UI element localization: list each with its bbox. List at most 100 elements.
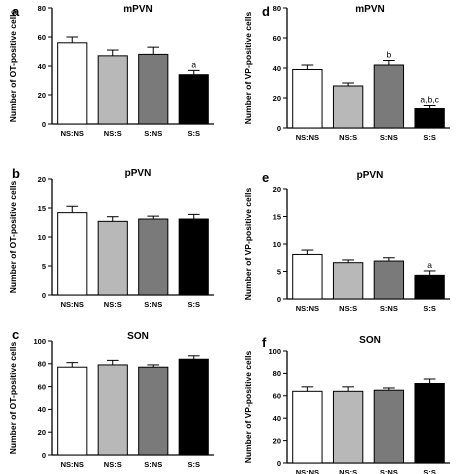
y-tick-label: 80 xyxy=(273,369,281,378)
x-tick-label: NS:S xyxy=(339,304,357,313)
bar-ns-s xyxy=(332,262,364,300)
bar-ns-s xyxy=(97,55,128,125)
y-tick-label: 60 xyxy=(273,34,281,43)
bar-s-ns xyxy=(138,218,169,296)
y-tick-label: 60 xyxy=(38,382,46,391)
y-tick-label: 0 xyxy=(277,124,281,133)
panel-title: SON xyxy=(127,331,149,342)
bar-s-ns xyxy=(373,260,405,300)
y-tick-label: 20 xyxy=(273,436,281,445)
x-tick-label: S:S xyxy=(187,460,200,469)
panel-a: a mPVN Number of OT-positive cells 0 20 40 60 8… xyxy=(8,4,214,138)
bar-s-s xyxy=(178,74,209,125)
x-tick-label: NS:NS xyxy=(61,300,84,309)
x-tick-label: NS:S xyxy=(339,468,357,474)
y-tick-label: 20 xyxy=(273,185,281,194)
panel-e: e pPVN Number of VP-positive cells 0 5 10 15 20… xyxy=(243,170,450,313)
y-tick-label: 40 xyxy=(273,414,281,423)
y-tick-label: 40 xyxy=(273,64,281,73)
bar-ns-s xyxy=(332,85,364,129)
significance-label: a xyxy=(427,260,432,270)
y-tick-label: 15 xyxy=(38,204,46,213)
y-tick-label: 20 xyxy=(38,175,46,184)
bar-s-ns xyxy=(138,53,169,125)
y-tick-label: 80 xyxy=(273,4,281,13)
significance-label: a,b,c xyxy=(420,95,439,105)
y-tick-label: 100 xyxy=(33,337,46,346)
y-tick-label: 20 xyxy=(273,94,281,103)
panel-letter: b xyxy=(12,166,20,181)
y-tick-label: 40 xyxy=(38,62,46,71)
panel-f: f SON Number of VP-positive cells 0 20 40 60 80… xyxy=(243,335,450,474)
bar-s-ns xyxy=(138,366,169,456)
panel-letter: f xyxy=(262,335,267,350)
x-tick-label: S:S xyxy=(423,304,436,313)
panel-b: b pPVN Number of OT-positive cells 0 5 10 15 20… xyxy=(8,166,214,309)
x-tick-label: S:S xyxy=(423,468,436,474)
y-axis-label: Number of OT-positive cells xyxy=(8,10,18,123)
y-tick-label: 40 xyxy=(38,405,46,414)
panel-title: mPVN xyxy=(355,4,384,15)
panel-letter: e xyxy=(262,170,269,185)
panel-title: pPVN xyxy=(125,168,152,179)
x-tick-label: NS:NS xyxy=(61,460,84,469)
y-axis-label: Number of VP-positive cells xyxy=(243,12,253,125)
panel-letter: d xyxy=(262,4,270,19)
panel-letter: c xyxy=(12,327,19,342)
bar-ns-ns xyxy=(292,69,323,129)
y-tick-label: 10 xyxy=(38,233,46,242)
x-tick-label: S:NS xyxy=(144,460,162,469)
x-tick-label: NS:NS xyxy=(61,129,84,138)
y-tick-label: 60 xyxy=(38,33,46,42)
x-tick-label: S:NS xyxy=(380,304,398,313)
significance-label: b xyxy=(387,50,392,60)
bar-s-s xyxy=(414,108,445,129)
x-tick-label: NS:S xyxy=(104,460,122,469)
bar-ns-s xyxy=(97,364,128,456)
y-tick-label: 0 xyxy=(42,451,46,460)
x-tick-label: NS:NS xyxy=(296,468,319,474)
x-tick-label: S:S xyxy=(187,300,200,309)
bar-ns-ns xyxy=(57,42,88,125)
y-tick-label: 0 xyxy=(277,459,281,468)
x-tick-label: S:S xyxy=(423,133,436,142)
y-tick-label: 0 xyxy=(277,295,281,304)
x-tick-label: NS:NS xyxy=(296,133,319,142)
x-tick-label: S:NS xyxy=(380,468,398,474)
bar-ns-ns xyxy=(57,212,88,296)
bar-ns-ns xyxy=(57,366,88,456)
panel-title: pPVN xyxy=(357,170,384,181)
x-tick-label: S:NS xyxy=(144,300,162,309)
bar-s-s xyxy=(414,382,445,464)
y-axis-label: Number of VP-positive cells xyxy=(243,351,253,464)
x-tick-label: S:NS xyxy=(144,129,162,138)
x-tick-label: S:NS xyxy=(380,133,398,142)
y-axis-label: Number of OT-positive cells xyxy=(8,342,18,455)
y-tick-label: 80 xyxy=(38,4,46,13)
y-tick-label: 15 xyxy=(273,212,281,221)
y-axis-label: Number of VP-positive cells xyxy=(243,188,253,301)
bar-s-s xyxy=(178,218,209,296)
panel-c: c SON Number of OT-positive cells 0 20 40 60 80… xyxy=(8,327,214,469)
bar-s-ns xyxy=(373,64,405,129)
y-tick-label: 20 xyxy=(38,428,46,437)
y-tick-label: 0 xyxy=(42,291,46,300)
panel-title: mPVN xyxy=(123,4,152,15)
panel-d: d mPVN Number of VP-positive cells 0 20 40 60 8… xyxy=(243,4,450,142)
y-tick-label: 10 xyxy=(273,240,281,249)
bar-ns-s xyxy=(332,390,364,464)
y-tick-label: 0 xyxy=(42,120,46,129)
bar-s-ns xyxy=(373,389,405,464)
bar-s-s xyxy=(414,274,445,300)
panel-letter: a xyxy=(12,4,20,19)
bar-ns-ns xyxy=(292,390,323,464)
panel-title: SON xyxy=(359,335,381,346)
y-axis-label: Number of OT-positive cells xyxy=(8,181,18,294)
bar-s-s xyxy=(178,358,209,456)
y-tick-label: 60 xyxy=(273,392,281,401)
y-tick-label: 100 xyxy=(268,347,281,356)
x-tick-label: NS:S xyxy=(104,129,122,138)
x-tick-label: S:S xyxy=(187,129,200,138)
bar-ns-ns xyxy=(292,253,323,300)
